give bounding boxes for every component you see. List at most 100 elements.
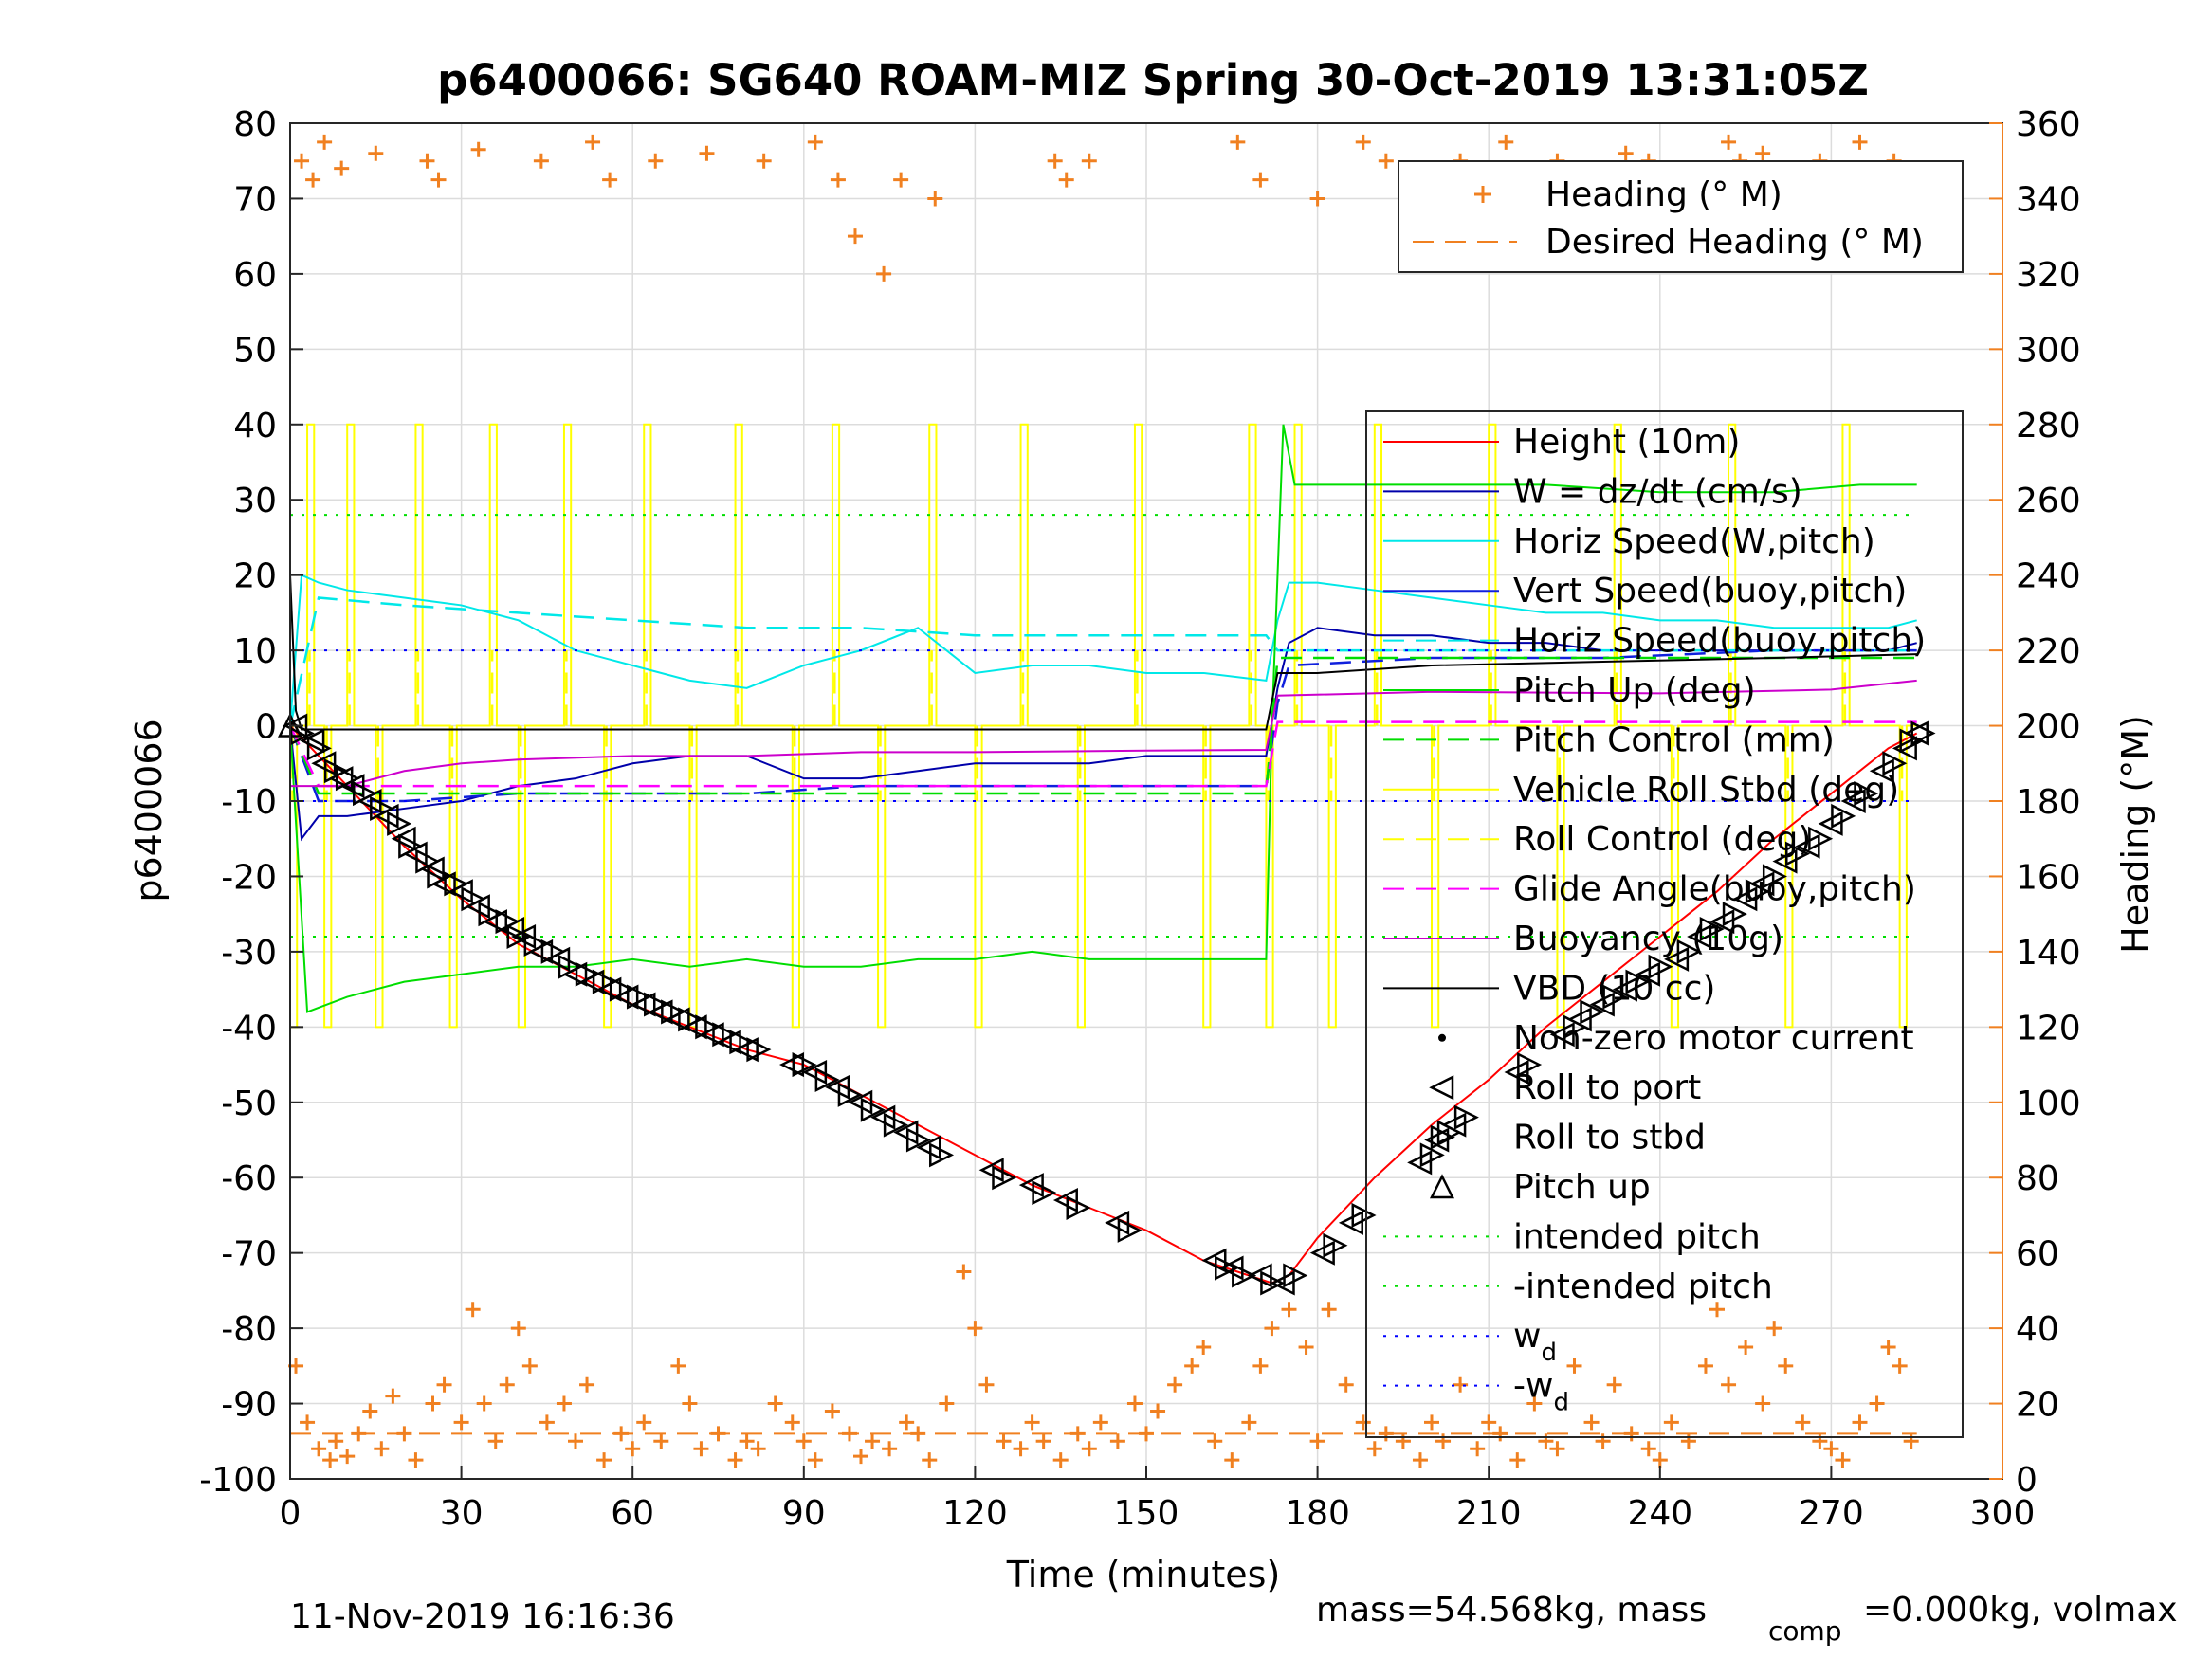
- heading-point: [1184, 1358, 1200, 1374]
- heading-point: [1663, 1414, 1679, 1431]
- roll-to-stbd-marker: [814, 1066, 840, 1092]
- heading-point: [1196, 1339, 1212, 1355]
- y-tick-label: -30: [221, 934, 277, 973]
- heading-point: [1509, 1452, 1526, 1468]
- heading-point: [1298, 1339, 1314, 1355]
- roll-to-stbd-marker: [695, 1014, 721, 1040]
- y-tick-label: 20: [233, 557, 277, 596]
- heading-point: [585, 134, 601, 150]
- heading-point: [1606, 1376, 1622, 1393]
- series-horiz-speed-buoy-pitch: [288, 596, 1917, 726]
- y-tick-label: 10: [233, 632, 277, 671]
- heading-point: [1766, 1321, 1782, 1337]
- heading-point: [939, 1395, 955, 1412]
- heading-point: [710, 1426, 726, 1442]
- heading-point: [1052, 1452, 1069, 1468]
- roll-to-stbd-marker: [1453, 1104, 1479, 1130]
- heading-point: [556, 1395, 572, 1412]
- roll-to-stbd-marker: [575, 961, 600, 987]
- roll-to-stbd-marker: [1831, 803, 1856, 829]
- x-tick-label: 180: [1285, 1494, 1350, 1533]
- legend-label: Pitch up: [1513, 1168, 1651, 1207]
- heading-point: [1795, 1414, 1811, 1431]
- heading-point: [419, 153, 435, 169]
- roll-to-stbd-marker: [1066, 1194, 1091, 1221]
- roll-to-stbd-marker: [837, 1082, 863, 1107]
- roll-to-stbd-marker: [992, 1165, 1017, 1191]
- x-tick-label: 0: [280, 1494, 302, 1533]
- legend-label: VBD (10 cc): [1513, 969, 1715, 1008]
- heading-point: [317, 134, 333, 150]
- heading-point: [396, 1426, 412, 1442]
- roll-to-stbd-marker: [1762, 864, 1787, 889]
- heading-point: [922, 1452, 938, 1468]
- y-tick-label: 70: [233, 180, 277, 219]
- heading-point: [910, 1426, 926, 1442]
- roll-to-stbd-marker: [1580, 999, 1605, 1025]
- heading-point: [470, 141, 486, 157]
- x-tick-label: 240: [1627, 1494, 1692, 1533]
- heading-point: [927, 191, 943, 207]
- heading-point: [1835, 1452, 1851, 1468]
- legend-label: Vehicle Roll Stbd (deg): [1513, 771, 1899, 810]
- heading-point: [568, 1433, 583, 1449]
- heading-point: [996, 1433, 1012, 1449]
- heading-point: [1498, 134, 1514, 150]
- series-vehicle-roll-stbd: [289, 423, 1917, 1029]
- heading-point: [1092, 1414, 1108, 1431]
- roll-to-stbd-marker: [1602, 984, 1628, 1010]
- roll-to-stbd-marker: [1676, 939, 1702, 964]
- heading-point: [1378, 1426, 1394, 1442]
- heading-point: [636, 1414, 652, 1431]
- legend-label: intended pitch: [1513, 1217, 1761, 1256]
- heading-point: [408, 1452, 424, 1468]
- legend-main: Height (10m) W = dz/dt (cm/s) Horiz Speed(…: [1365, 410, 1964, 1438]
- legend-label: Buoyancy (10g): [1513, 920, 1783, 958]
- x-tick-label: 150: [1114, 1494, 1179, 1533]
- legend-label: -intended pitch: [1513, 1267, 1773, 1306]
- roll-markers: [277, 712, 1936, 1296]
- y2-tick-label: 300: [2016, 331, 2081, 370]
- y2-tick-label: 120: [2016, 1009, 2081, 1048]
- roll-to-stbd-marker: [678, 1007, 704, 1032]
- roll-to-stbd-marker: [523, 931, 549, 957]
- series-horiz-speed-w-pitch: [289, 574, 1917, 726]
- roll-to-stbd-marker: [609, 976, 634, 1002]
- heading-point: [351, 1426, 367, 1442]
- heading-point: [311, 1441, 327, 1457]
- legend-heading: Heading (° M) Desired Heading (° M): [1398, 160, 1964, 273]
- heading-point: [807, 1452, 823, 1468]
- heading-point: [1069, 1426, 1086, 1442]
- heading-point: [1167, 1376, 1183, 1393]
- roll-to-stbd-marker: [644, 992, 669, 1017]
- roll-to-stbd-marker: [661, 999, 686, 1025]
- heading-point: [784, 1414, 800, 1431]
- x-tick-label: 270: [1799, 1494, 1864, 1533]
- legend-label: Roll Control (deg): [1513, 820, 1811, 859]
- roll-to-stbd-marker: [387, 811, 412, 836]
- roll-to-stbd-marker: [729, 1030, 755, 1055]
- y2-tick-label: 360: [2016, 105, 2081, 144]
- footer-timestamp: 11-Nov-2019 16:16:36: [290, 1597, 675, 1636]
- y2-tick-label: 40: [2016, 1310, 2059, 1349]
- heading-point: [328, 1433, 344, 1449]
- legend-label: Roll to stbd: [1513, 1119, 1706, 1158]
- x-tick-label: 120: [942, 1494, 1008, 1533]
- y-tick-label: 30: [233, 482, 277, 520]
- series-pitch-control-mm: [288, 656, 1917, 795]
- heading-point: [899, 1414, 915, 1431]
- legend-label: Height (10m): [1513, 423, 1740, 462]
- heading-point: [1721, 1376, 1737, 1393]
- heading-point: [1241, 1414, 1257, 1431]
- x-axis-label: Time (minutes): [1006, 1554, 1281, 1595]
- roll-to-stbd-marker: [1808, 826, 1834, 851]
- legend-label: Pitch Control (mm): [1513, 720, 1835, 759]
- chart-title: p6400066: SG640 ROAM-MIZ Spring 30-Oct-2…: [437, 55, 1869, 105]
- footer-mass: mass=54.568kg, mass comp =0.000kg, volma…: [1316, 1591, 2178, 1647]
- heading-point: [1081, 1441, 1097, 1457]
- heading-point: [1623, 1426, 1639, 1442]
- heading-point: [1058, 172, 1074, 188]
- legend-heading-label: Heading (° M): [1545, 175, 1782, 214]
- legend-marker-sample: [1430, 1124, 1455, 1150]
- legend-label: W = dz/dt (cm/s): [1513, 472, 1802, 511]
